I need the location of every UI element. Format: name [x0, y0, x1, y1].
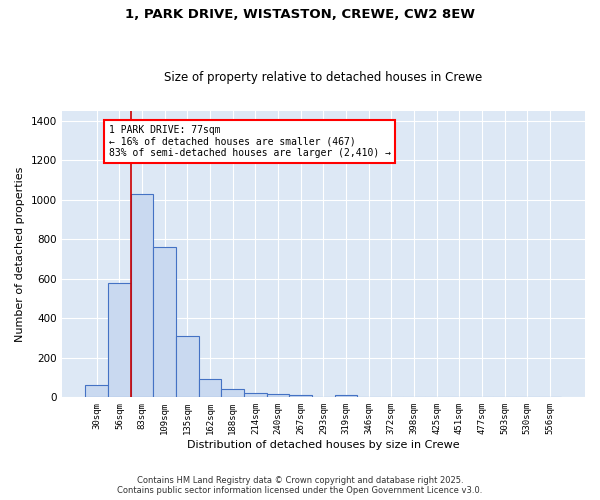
- Bar: [221, 389, 244, 398]
- Title: Size of property relative to detached houses in Crewe: Size of property relative to detached ho…: [164, 70, 482, 84]
- Bar: [176, 336, 199, 398]
- X-axis label: Distribution of detached houses by size in Crewe: Distribution of detached houses by size …: [187, 440, 460, 450]
- Text: Contains HM Land Registry data © Crown copyright and database right 2025.
Contai: Contains HM Land Registry data © Crown c…: [118, 476, 482, 495]
- Bar: [154, 248, 176, 398]
- Bar: [244, 393, 266, 398]
- Bar: [131, 194, 154, 398]
- Bar: [266, 394, 289, 398]
- Bar: [108, 283, 131, 398]
- Bar: [199, 378, 221, 398]
- Bar: [335, 396, 358, 398]
- Text: 1, PARK DRIVE, WISTASTON, CREWE, CW2 8EW: 1, PARK DRIVE, WISTASTON, CREWE, CW2 8EW: [125, 8, 475, 20]
- Text: 1 PARK DRIVE: 77sqm
← 16% of detached houses are smaller (467)
83% of semi-detac: 1 PARK DRIVE: 77sqm ← 16% of detached ho…: [109, 125, 391, 158]
- Bar: [85, 384, 108, 398]
- Bar: [289, 396, 312, 398]
- Y-axis label: Number of detached properties: Number of detached properties: [15, 166, 25, 342]
